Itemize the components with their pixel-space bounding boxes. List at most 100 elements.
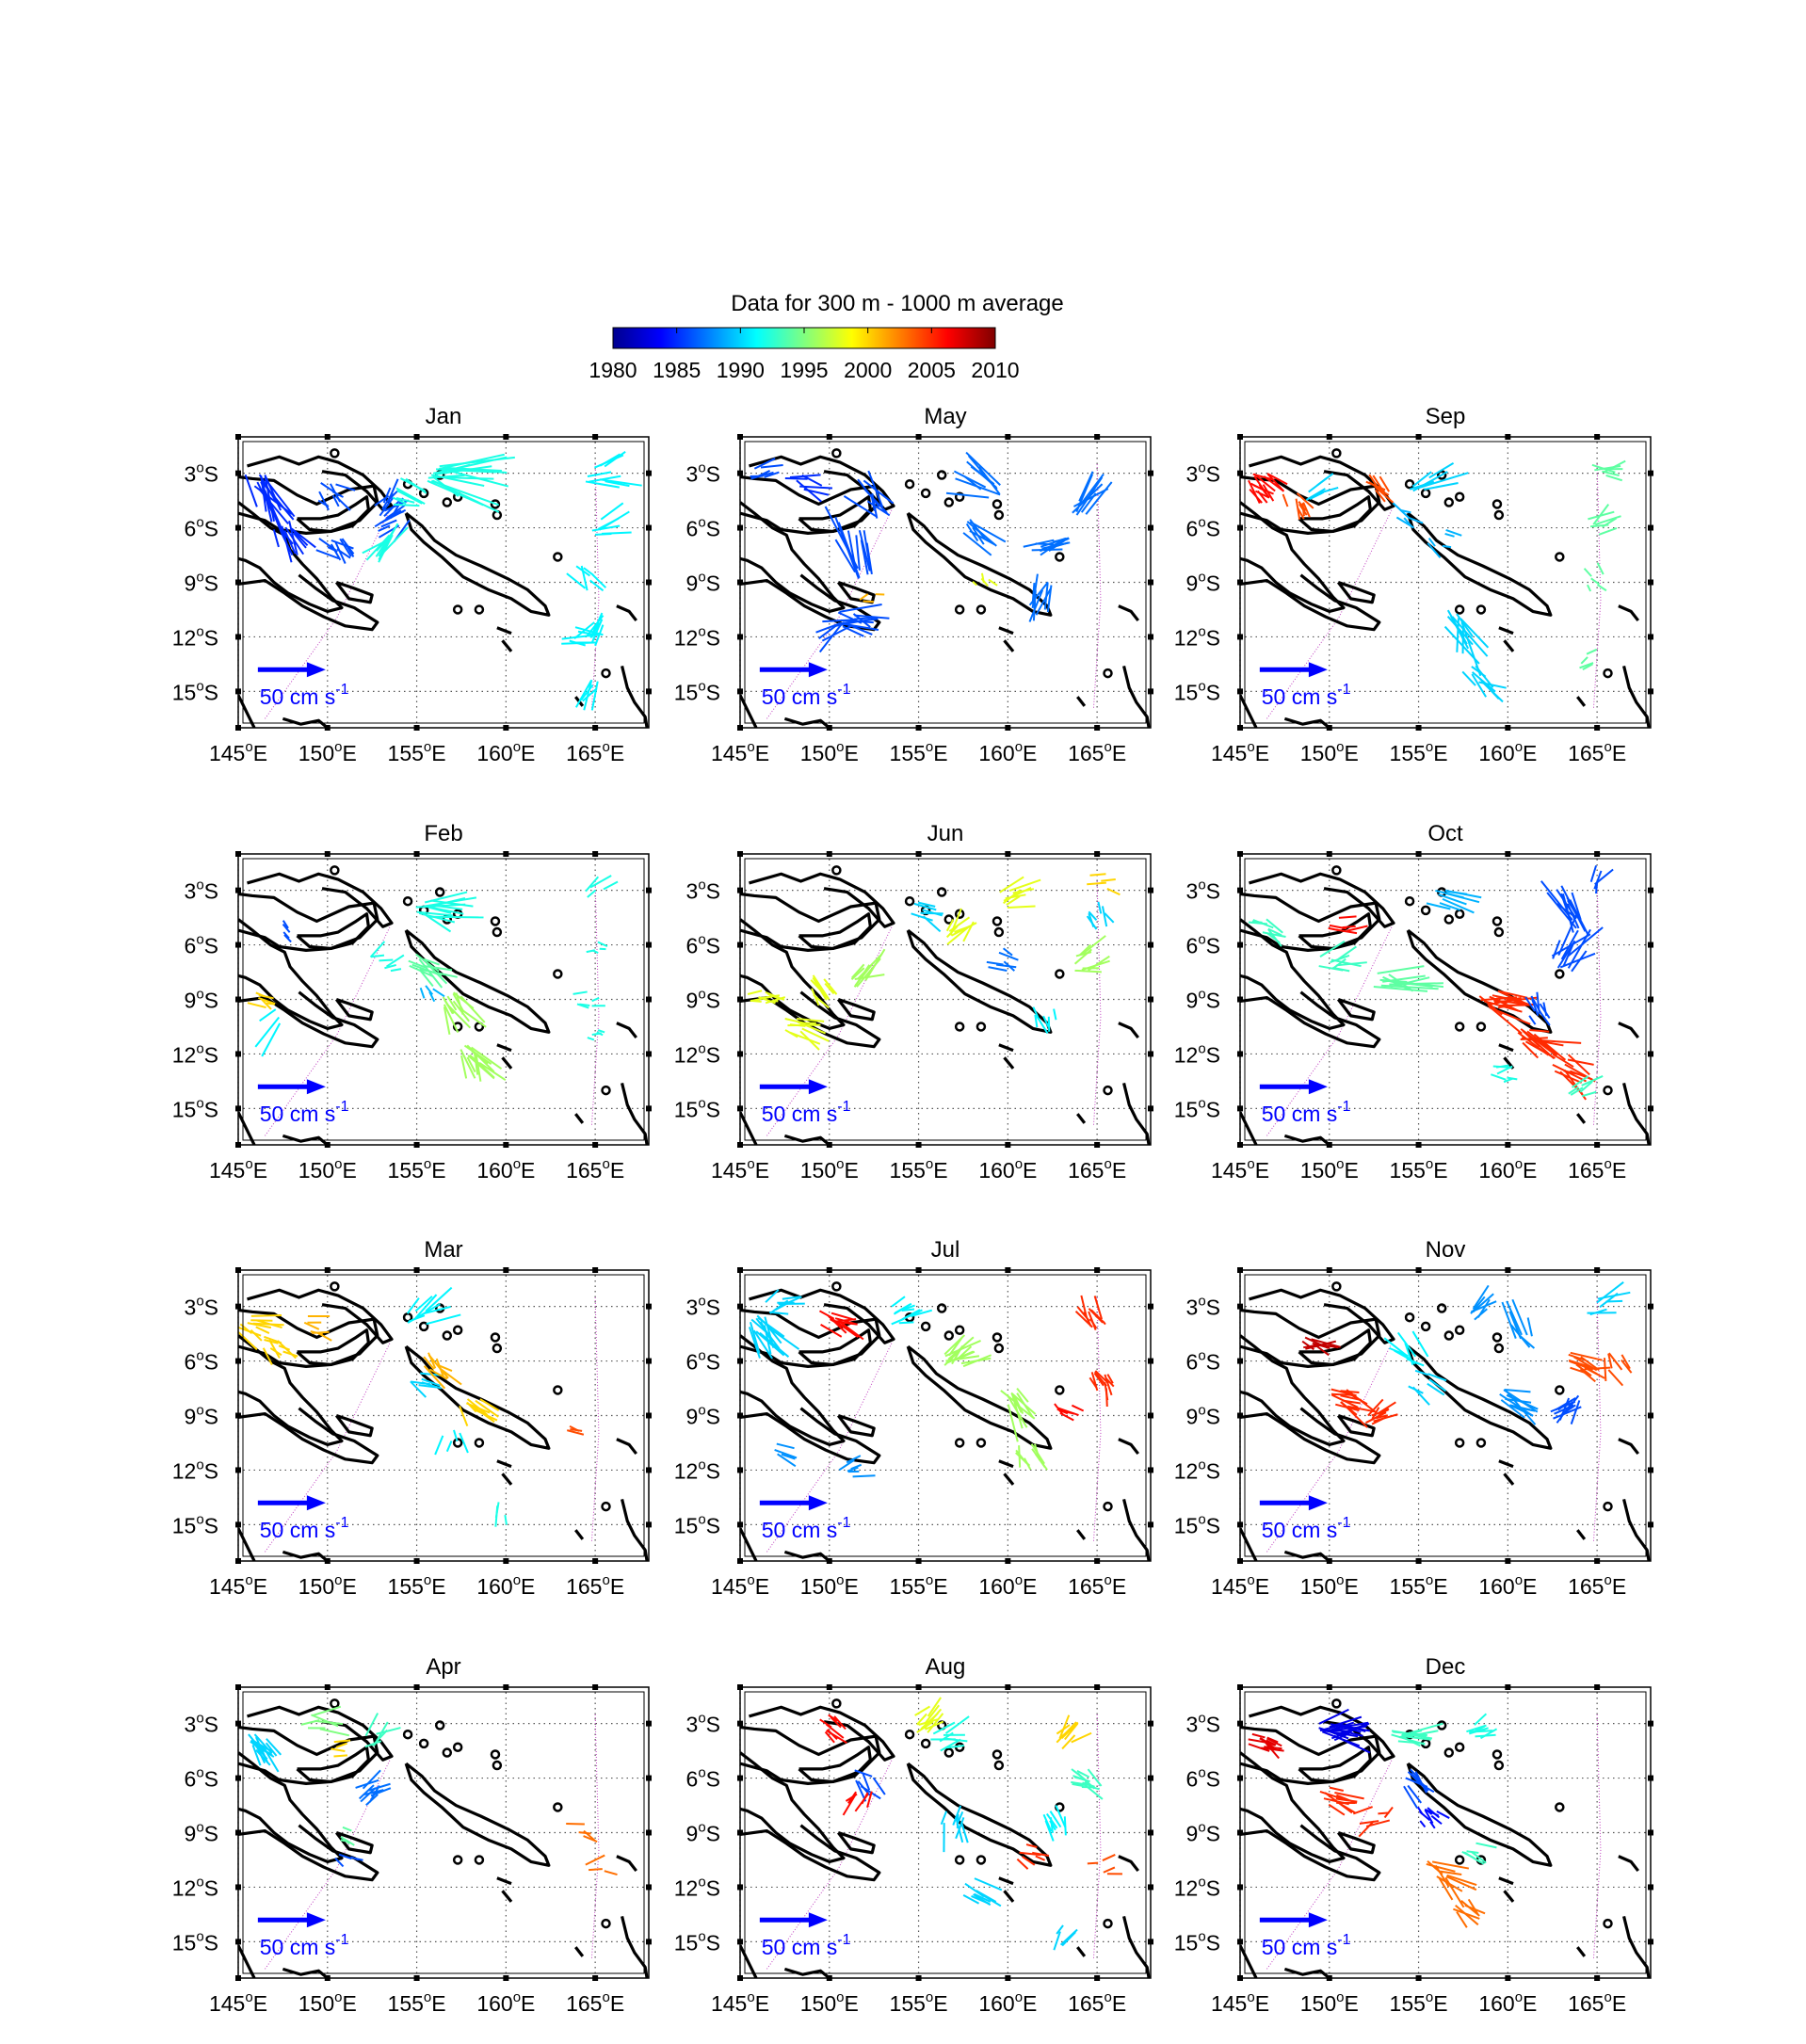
panel-apr: Apr 145oE 150oE 155oE 160oE 165oE 3oS 6oS 9oS 12o… xyxy=(172,1654,652,2016)
lon-tick-label: 155oE xyxy=(1390,739,1448,765)
tick-mark xyxy=(1648,634,1653,640)
velocity-vector xyxy=(1368,474,1379,490)
island xyxy=(330,1698,340,1709)
coastline-segment xyxy=(296,1746,370,1784)
coastline-segment xyxy=(836,1413,876,1438)
tick-mark xyxy=(646,1303,652,1310)
reference-arrow-label: 50 cm s-1 xyxy=(762,1932,851,1959)
velocity-vector xyxy=(335,1742,347,1748)
velocity-vector xyxy=(442,476,494,480)
coastline-segment xyxy=(740,1407,881,1465)
velocity-vector xyxy=(1267,927,1282,937)
coastline-segment xyxy=(616,1022,637,1039)
velocity-vector xyxy=(1059,1411,1074,1422)
lat-tick-label: 9oS xyxy=(1186,570,1220,596)
velocity-vector xyxy=(1087,1768,1103,1787)
velocity-vector xyxy=(1335,928,1358,935)
tick-mark xyxy=(324,1267,331,1273)
island xyxy=(976,1438,987,1448)
velocity-vector xyxy=(1443,892,1480,904)
velocity-vector xyxy=(1298,501,1307,512)
coastline-segment xyxy=(1122,1082,1151,1145)
tick-mark xyxy=(1648,688,1653,695)
velocity-vector xyxy=(1056,1721,1077,1744)
lat-tick-label: 12oS xyxy=(674,623,720,650)
velocity-vector xyxy=(1346,925,1368,932)
velocity-vector xyxy=(1072,1781,1088,1787)
velocity-vector xyxy=(813,977,826,995)
velocity-vector xyxy=(1556,889,1577,920)
coastline-segment xyxy=(1576,1529,1587,1540)
arrow-head-icon xyxy=(808,1912,828,1928)
island xyxy=(1454,604,1465,615)
reference-arrow-label: 50 cm s-1 xyxy=(260,682,349,709)
velocity-vector xyxy=(1426,902,1451,910)
velocity-vector xyxy=(1296,492,1314,509)
velocity-vector xyxy=(331,494,340,507)
velocity-vector xyxy=(443,1004,460,1034)
coastline-segment xyxy=(496,1043,512,1053)
island xyxy=(1492,1332,1503,1343)
island xyxy=(1454,491,1465,502)
island xyxy=(492,1760,503,1771)
lon-tick-label: 165oE xyxy=(566,1989,624,2016)
lat-tick-label: 3oS xyxy=(185,1294,218,1320)
tick-mark xyxy=(737,851,743,857)
velocity-vector xyxy=(1570,1351,1603,1361)
velocity-vector xyxy=(1309,491,1325,501)
ship-tracks xyxy=(265,880,600,1136)
velocity-vector xyxy=(248,1733,265,1753)
velocity-vector xyxy=(1390,980,1433,988)
panel-may: May 145oE 150oE 155oE 160oE 165oE 3oS 6oS 9oS 12o… xyxy=(674,404,1153,765)
ship-track xyxy=(590,1714,600,1960)
velocity-vector xyxy=(1605,474,1623,482)
island xyxy=(474,1855,485,1865)
velocity-vector xyxy=(1564,1063,1596,1083)
tick-mark xyxy=(646,1884,652,1891)
lat-tick-label: 6oS xyxy=(686,515,720,541)
tick-mark xyxy=(1648,887,1653,893)
velocity-vector xyxy=(1480,996,1518,1002)
velocity-vector xyxy=(599,478,642,487)
island xyxy=(920,1738,931,1749)
velocity-vector xyxy=(944,1737,968,1743)
velocity-vector xyxy=(1266,1737,1282,1747)
velocity-vector xyxy=(1074,969,1102,974)
velocity-vector xyxy=(891,1296,906,1308)
coastline-segment xyxy=(1003,1056,1015,1070)
lon-tick-label: 150oE xyxy=(298,1989,357,2016)
velocity-vector xyxy=(460,1054,468,1079)
velocity-vector xyxy=(1567,926,1604,958)
lat-tick-label: 9oS xyxy=(185,570,218,596)
tick-mark xyxy=(1594,1558,1601,1564)
lat-tick-label: 12oS xyxy=(172,1040,218,1067)
velocity-vector xyxy=(421,911,452,933)
velocity-vector xyxy=(266,1738,282,1756)
island xyxy=(1103,668,1113,679)
velocity-vector xyxy=(955,1817,965,1840)
lat-tick-label: 6oS xyxy=(686,1348,720,1375)
lat-tick-label: 6oS xyxy=(1186,1765,1220,1792)
tick-mark xyxy=(1148,688,1153,695)
axes-frame-inner xyxy=(1244,441,1647,724)
tick-mark xyxy=(1148,942,1153,948)
lat-tick-label: 3oS xyxy=(686,877,720,904)
velocity-vector xyxy=(1589,865,1598,882)
lon-tick-label: 155oE xyxy=(1390,1156,1448,1183)
island xyxy=(553,1802,563,1812)
velocity-vector xyxy=(1266,473,1288,486)
velocity-vector xyxy=(1506,1300,1523,1336)
velocity-vector xyxy=(1487,996,1522,1006)
velocity-vector xyxy=(1319,1790,1344,1800)
velocity-vector xyxy=(1032,1851,1050,1857)
tick-mark xyxy=(646,634,652,640)
coastline-segment xyxy=(296,495,370,534)
tick-mark xyxy=(235,470,241,476)
lon-tick-label: 160oE xyxy=(978,1989,1037,2016)
tick-mark xyxy=(1648,1939,1653,1945)
tick-mark xyxy=(1148,1467,1153,1473)
tick-mark xyxy=(1594,725,1601,731)
tick-mark xyxy=(1005,1558,1011,1564)
tick-mark xyxy=(1148,1303,1153,1310)
velocity-vector xyxy=(1431,1860,1470,1870)
